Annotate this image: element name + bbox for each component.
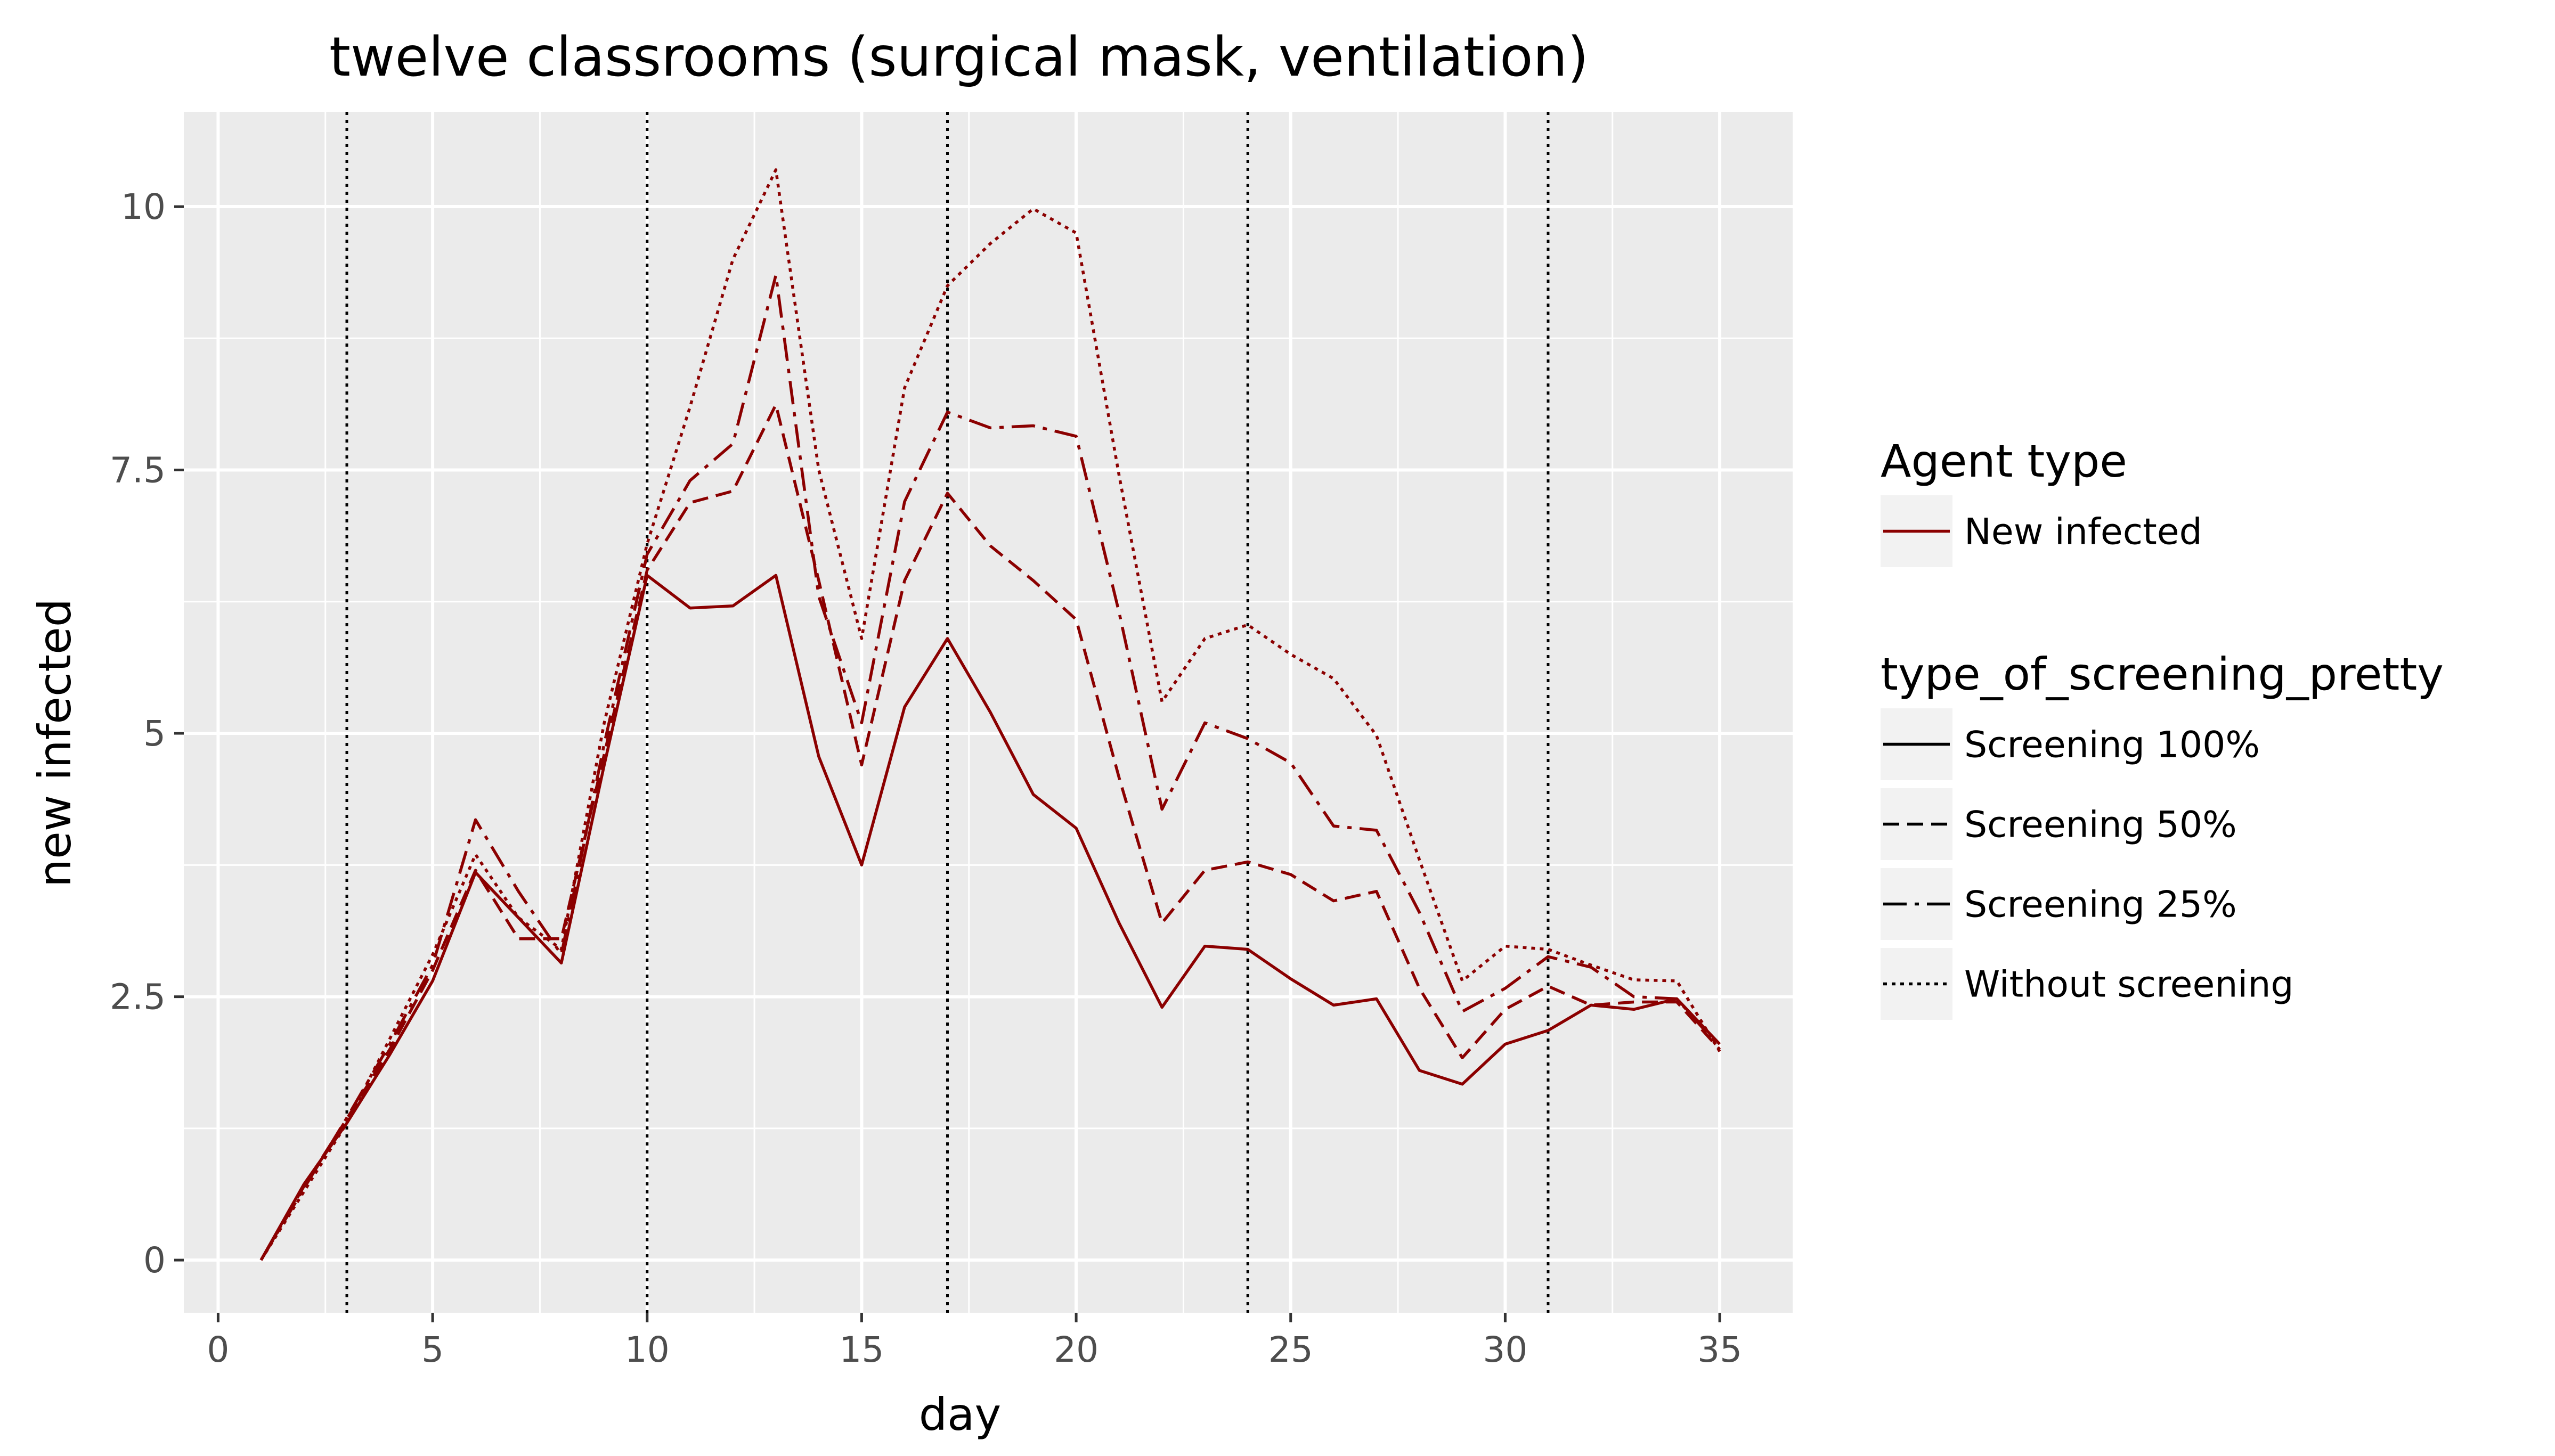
legend-label: Screening 50% [1964,804,2237,846]
y-tick-label: 10 [121,186,166,227]
x-tick-label: 25 [1268,1329,1313,1370]
y-axis: 0 2.5 5 7.5 10 [110,186,184,1281]
x-tick-label: 0 [207,1329,229,1370]
y-tick-label: 2.5 [110,977,166,1018]
legend-label: Screening 25% [1964,884,2237,926]
x-axis-title: day [919,1388,1002,1441]
x-tick-label: 30 [1483,1329,1527,1370]
legend: Agent type New infected type_of_screening_… [1881,435,2444,1020]
y-tick-label: 7.5 [110,450,166,491]
legend-label: New infected [1964,511,2202,553]
x-tick-label: 20 [1054,1329,1099,1370]
legend-label: Without screening [1964,964,2294,1006]
x-tick-label: 15 [839,1329,884,1370]
y-tick-label: 5 [143,713,166,754]
legend-key [1881,948,1952,1020]
y-axis-title: new infected [29,599,81,887]
series-lines [259,168,1721,1261]
y-tick-label: 0 [143,1240,166,1281]
x-tick-label: 10 [625,1329,670,1370]
legend-title: type_of_screening_pretty [1881,648,2444,700]
legend-label: Screening 100% [1964,724,2260,766]
legend-title: Agent type [1881,435,2127,487]
x-tick-label: 5 [421,1329,444,1370]
series-line [259,574,1721,1261]
chart-title: twelve classrooms (surgical mask, ventil… [329,26,1589,89]
series-line [259,403,1721,1261]
x-tick-label: 35 [1697,1329,1742,1370]
reference-lines [345,112,1550,1313]
x-axis: 0 5 10 15 20 25 30 35 [207,1313,1742,1370]
series-line [259,168,1721,1261]
minor-gridlines [184,112,1793,1313]
plot-panel [184,112,1793,1313]
series-line [259,273,1721,1261]
